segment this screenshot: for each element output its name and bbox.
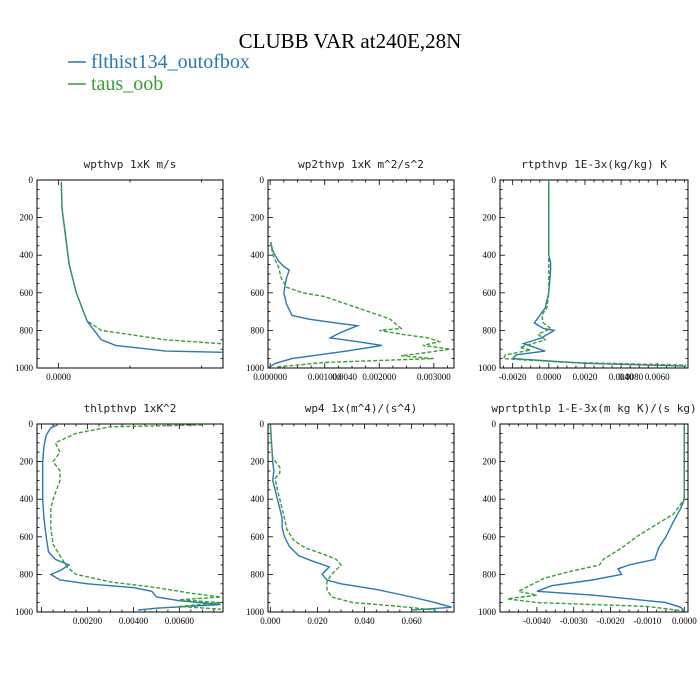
legend: flthist134_outofbox taus_oob [68, 51, 250, 95]
x-tick-label: -0.0020 [597, 616, 625, 626]
legend-label-flthist134: flthist134_outofbox [91, 51, 250, 73]
series-line-taus-oob [507, 424, 685, 612]
panel-title: thlpthvp 1xK^2 [84, 402, 177, 415]
y-tick-label: 600 [251, 288, 265, 298]
y-tick-label: 800 [251, 325, 265, 335]
series-line-taus-oob [502, 180, 687, 366]
y-tick-label: 200 [483, 457, 497, 467]
series-line-taus-oob [269, 424, 436, 611]
y-tick-label: 400 [20, 250, 34, 260]
y-tick-label: 200 [251, 213, 265, 223]
x-tick-label: 0.020 [307, 616, 328, 626]
figure-title: CLUBB VAR at240E,28N [239, 29, 462, 53]
x-tick-label: 0.0080 [618, 372, 643, 382]
y-tick-label: 200 [20, 213, 34, 223]
x-tick-label: 0.00400 [119, 616, 149, 626]
panel-4: thlpthvp 1xK^2 0 200 400 600 800 1000 0.00200 0.… [15, 402, 224, 626]
plot-frame [267, 179, 455, 369]
x-tick-label: 0.0000 [536, 372, 561, 382]
y-tick-label: 1000 [478, 607, 497, 617]
x-tick-label: 0.0040 [332, 372, 357, 382]
y-tick-label: 400 [251, 494, 265, 504]
x-tick-label: 0.060 [401, 616, 422, 626]
x-tick-label: -0.0040 [523, 616, 551, 626]
y-tick-label: 800 [483, 569, 497, 579]
x-tick-label: 0.040 [354, 616, 375, 626]
y-tick-label: 1000 [15, 607, 34, 617]
y-tick-label: 600 [251, 532, 265, 542]
x-tick-label: -0.0020 [499, 372, 527, 382]
y-tick-label: 200 [20, 457, 34, 467]
y-tick-label: 0 [29, 419, 34, 429]
y-tick-label: 600 [483, 532, 497, 542]
x-tick-label: 0.000000 [253, 372, 287, 382]
y-tick-label: 200 [483, 213, 497, 223]
y-tick-label: 400 [251, 250, 265, 260]
y-tick-label: 800 [251, 569, 265, 579]
plot-frame [36, 179, 224, 369]
y-tick-label: 600 [20, 532, 34, 542]
series-line-taus-oob [60, 181, 223, 345]
y-tick-label: 400 [20, 494, 34, 504]
panel-3: rtpthvp 1E-3x(kg/kg) K 0 200 400 600 800 1000-… [478, 158, 689, 382]
x-tick-label: 0.0020 [573, 372, 598, 382]
plot-frame [267, 423, 455, 613]
y-tick-label: 400 [483, 250, 497, 260]
legend-label-taus-oob: taus_oob [91, 73, 163, 95]
plot-frame [499, 423, 689, 613]
panel-6: wprtpthlp 1-E-3x(m kg K)/(s kg) 0 200 400 60… [478, 402, 697, 626]
panel-title: wpthvp 1xK m/s [84, 158, 177, 171]
x-tick-label: 0.002000 [362, 372, 396, 382]
y-tick-label: 0 [260, 419, 265, 429]
series-line-taus-oob [50, 424, 221, 610]
y-tick-label: 1000 [478, 363, 497, 373]
y-tick-label: 600 [20, 288, 34, 298]
plot-frame [499, 179, 689, 369]
series-line-flthist134 [60, 181, 223, 353]
x-tick-label: 0.00200 [73, 616, 103, 626]
series-line-flthist134 [268, 241, 383, 368]
panel-title: wp4 1x(m^4)/(s^4) [305, 402, 418, 415]
x-tick-label: -0.0030 [560, 616, 588, 626]
y-tick-label: 0 [260, 175, 265, 185]
series-line-taus-oob [270, 241, 451, 368]
panel-1: wpthvp 1xK m/s 0 200 400 600 800 1000 0.0000 0.0… [15, 158, 644, 382]
series-line-flthist134 [42, 424, 221, 611]
x-tick-label: 0.0060 [645, 372, 670, 382]
y-tick-label: 1000 [246, 607, 265, 617]
x-tick-label: 0.001000 [308, 372, 342, 382]
panel-title: rtpthvp 1E-3x(kg/kg) K [521, 158, 667, 171]
y-tick-label: 800 [483, 325, 497, 335]
x-tick-label: -0.0010 [634, 616, 662, 626]
y-tick-label: 0 [492, 175, 497, 185]
series-line-flthist134 [511, 180, 687, 367]
y-tick-label: 200 [251, 457, 265, 467]
y-tick-label: 800 [20, 569, 34, 579]
y-tick-label: 1000 [15, 363, 34, 373]
x-tick-label: 0.0040 [609, 372, 634, 382]
y-tick-label: 1000 [246, 363, 265, 373]
x-tick-label: 0.00600 [165, 616, 195, 626]
panel-2: wp2thvp 1xK m^2/s^2020040060080010000.00… [246, 158, 455, 382]
y-tick-label: 0 [29, 175, 34, 185]
y-tick-label: 800 [20, 325, 34, 335]
series-line-flthist134 [536, 424, 685, 612]
x-tick-label: 0.003000 [417, 372, 451, 382]
x-tick-label: 0.000 [260, 616, 281, 626]
x-tick-label: 0.0000 [46, 372, 71, 382]
y-tick-label: 0 [492, 419, 497, 429]
panel-title: wprtpthlp 1-E-3x(m kg K)/(s kg) [491, 402, 696, 415]
series-line-flthist134 [269, 424, 452, 611]
x-tick-label: 0.0000 [672, 616, 697, 626]
y-tick-label: 600 [483, 288, 497, 298]
panel-title: wp2thvp 1xK m^2/s^2 [298, 158, 424, 171]
y-tick-label: 400 [483, 494, 497, 504]
